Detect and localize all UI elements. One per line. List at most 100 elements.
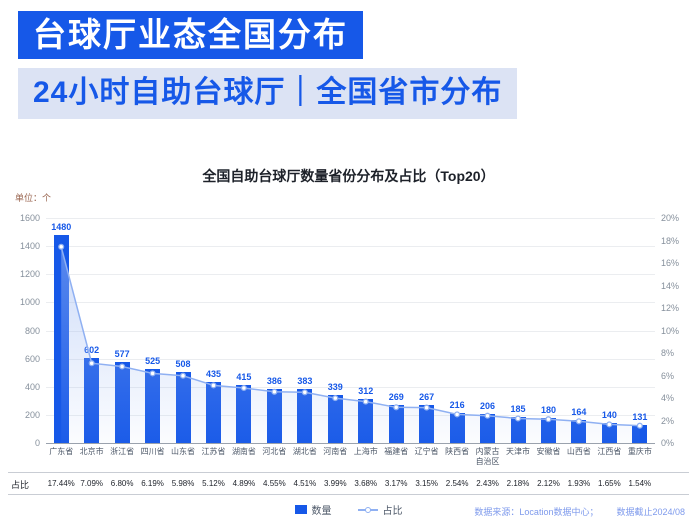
bar-slot: 185 [503,218,533,443]
legend-item-bar: 数量 [294,502,332,517]
ratio-value: 5.98% [171,479,195,488]
y-axis-left: 0 200 400 600 800 1000 1200 1400 1600 [18,213,46,448]
x-axis-label: 内蒙古自治区 [475,447,500,466]
legend-item-line: 占比 [357,502,403,517]
main-title-banner: 台球厅业态全国分布 [18,11,363,60]
bar-slot: 435 [198,218,228,443]
bar [114,361,130,443]
x-axis-label: 河北省 [262,447,287,456]
main-title: 台球厅业态全国分布 [33,16,348,53]
ratio-value: 2.18% [506,479,530,488]
bar [601,423,617,443]
bar-value-label: 164 [571,406,587,417]
ratio-value: 4.51% [293,479,317,488]
x-axis-label: 重庆市 [627,447,652,456]
bar [388,405,404,443]
x-axis-label: 北京市 [79,447,104,456]
bar-slot: 216 [442,218,472,443]
ratio-value: 5.12% [202,479,225,488]
y-tick-right: 20% [661,213,680,223]
bar [327,395,343,443]
bar-slot: 206 [472,218,502,443]
bar-value-label: 185 [510,403,526,414]
ratio-value: 6.19% [141,479,164,488]
bar [510,416,526,443]
ratio-value: 3.68% [354,479,378,488]
y-tick-right: 0% [661,438,675,448]
bar-slot: 577 [107,218,137,443]
ratio-value: 2.54% [445,479,469,488]
bar-value-label: 312 [358,386,374,397]
bar-slot: 386 [259,218,289,443]
bar-value-label: 1480 [51,221,72,232]
bar-value-label: 339 [327,382,343,393]
bar-value-label: 216 [449,399,465,410]
x-axis-label: 安徽省 [536,447,561,456]
bar-slot: 1480 [46,218,76,443]
legend: 数量 占比 [0,502,697,517]
footer: 数据来源：Location数据中心； 数据截止2024/08 [474,505,685,518]
plot-area: 1480 602 577 525 508 435 415 386 383 339 312 269 267… [46,218,655,444]
y-tick-right: 18% [661,235,680,246]
bar-slot: 131 [625,218,655,443]
bar [632,424,648,443]
bar [480,414,496,443]
x-axis-label: 河南省 [323,447,348,456]
y-tick-right: 8% [661,348,675,358]
bar [175,371,191,443]
ratio-value: 7.09% [80,479,104,488]
subtitle: 24小时自助台球厅｜全国省市分布 [33,76,503,109]
bar-slot: 415 [229,218,259,443]
y-tick-right: 4% [661,393,675,403]
bar-slot: 269 [381,218,411,443]
y-tick-left: 600 [24,353,40,364]
bar [236,384,252,443]
bar [84,358,100,443]
ratio-value: 17.44% [47,479,75,488]
legend-line-label: 占比 [382,506,403,517]
x-axis-label: 四川省 [140,447,165,456]
ratio-value: 3.99% [323,479,347,488]
bar-slot: 164 [564,218,594,443]
ratio-value: 1.93% [567,479,591,488]
ratio-value: 6.80% [110,479,134,488]
bar-swatch-icon [294,505,307,514]
subtitle-banner: 24小时自助台球厅｜全国省市分布 [18,68,518,119]
y-tick-left: 1600 [19,213,40,223]
bar [297,389,313,443]
data-cutoff: 数据截止2024/08 [616,507,685,517]
bar-slot: 602 [76,218,106,443]
bar-slot: 267 [411,218,441,443]
y-tick-right: 10% [661,325,680,336]
line-marker-icon [357,506,378,514]
ratio-value: 1.65% [598,479,621,488]
bar [540,417,556,443]
y-tick-right: 12% [661,303,680,313]
bar-slot: 339 [320,218,350,443]
bar-slot: 383 [290,218,320,443]
unit-label: 单位：个 [15,193,52,203]
bar-value-label: 577 [114,348,130,359]
bar-value-label: 386 [266,375,282,386]
y-tick-left: 400 [24,381,40,392]
bar-value-label: 602 [84,345,100,356]
bar-value-label: 206 [480,401,496,412]
bar-value-label: 435 [205,368,221,379]
bar-value-label: 131 [632,411,648,422]
y-tick-left: 1000 [19,297,40,308]
y-axis-right: 0% 2% 4% 6% 8% 10% 12% 14% 16% 18% 20% [655,213,685,448]
ratio-value: 3.17% [384,479,408,488]
x-axis-label: 江苏省 [201,447,226,456]
ratio-value: 3.15% [415,479,438,488]
y-tick-right: 6% [661,370,675,381]
x-axis-label: 天津市 [506,447,531,456]
x-axis-label: 上海市 [353,447,378,456]
bar-value-label: 525 [145,356,161,367]
x-axis-label: 浙江省 [110,447,135,456]
bar [53,234,69,443]
x-axis-label: 湖北省 [292,447,317,456]
ratio-value: 1.54% [628,479,652,488]
x-axis-labels: 广东省 北京市 浙江省 四川省 山东省 江苏省 湖南省 河北省 湖北省 河南省 上海市 福建省 辽宁省陕… [46,447,655,466]
bar-value-label: 267 [419,392,435,403]
